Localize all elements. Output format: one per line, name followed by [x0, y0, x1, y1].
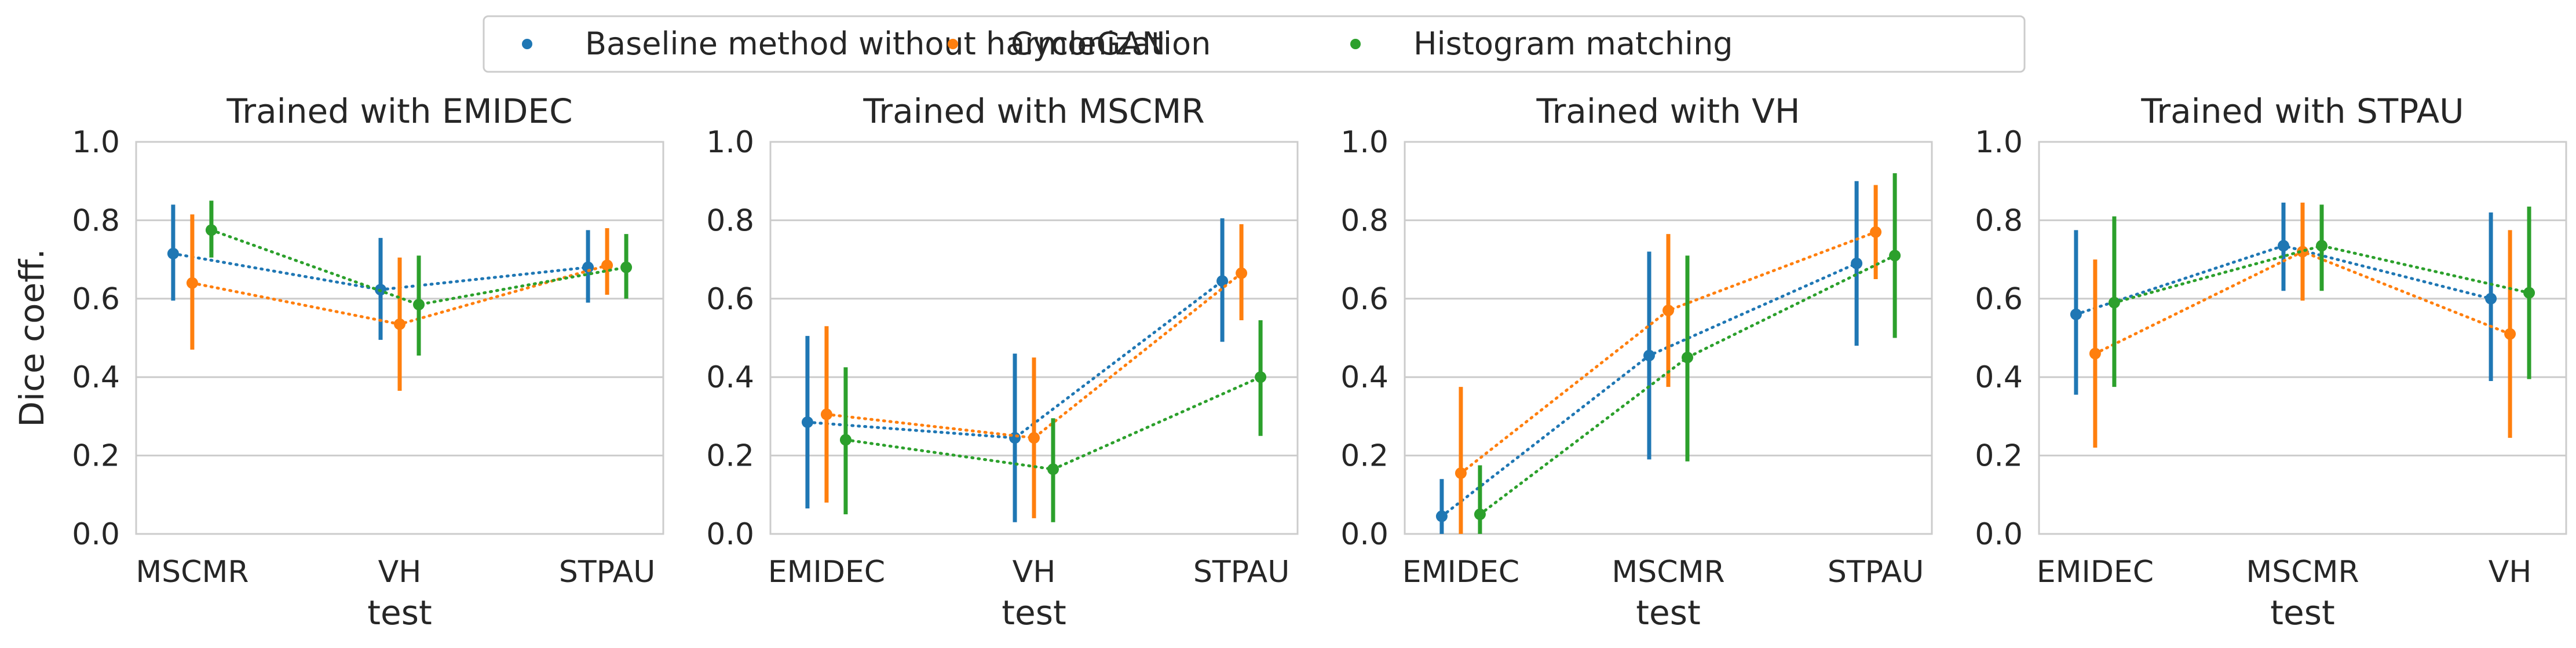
data-point	[1236, 267, 1248, 279]
data-point	[413, 298, 425, 310]
x-tick-label: MSCMR	[1612, 555, 1724, 590]
data-point	[1870, 226, 1882, 238]
data-point	[1474, 508, 1486, 521]
data-point	[2485, 292, 2497, 305]
legend-marker	[522, 39, 532, 49]
x-tick-label: MSCMR	[2246, 555, 2359, 590]
y-tick-label: 0.6	[72, 282, 120, 317]
y-tick-label: 1.0	[1975, 125, 2023, 160]
x-axis-label: test	[2270, 593, 2334, 632]
data-point	[1643, 349, 1655, 361]
y-tick-label: 0.2	[1340, 439, 1389, 474]
x-tick-label: VH	[2489, 555, 2532, 590]
x-axis-label: test	[367, 593, 432, 632]
plot-frame	[1404, 141, 1933, 535]
panel-title: Trained with VH	[1536, 91, 1800, 131]
legend: Baseline method without harmonizationCyc…	[483, 15, 2026, 73]
series-line	[806, 279, 1224, 440]
y-tick-label: 1.0	[706, 125, 754, 160]
legend-frame	[483, 15, 2026, 73]
legend-label: Baseline method without harmonization	[585, 25, 1211, 62]
y-tick-label: 0.2	[72, 439, 120, 474]
data-point	[2089, 347, 2101, 360]
y-tick-label: 0.8	[706, 203, 754, 238]
data-point	[1255, 371, 1267, 383]
x-tick-label: MSCMR	[136, 555, 249, 590]
series-line	[825, 272, 1243, 440]
x-tick-label: EMIDEC	[1402, 555, 1519, 590]
legend-marker	[948, 39, 958, 49]
data-point	[1435, 510, 1448, 522]
y-tick-label: 1.0	[1340, 125, 1389, 160]
x-tick-label: VH	[1013, 555, 1056, 590]
x-tick-label: EMIDEC	[768, 555, 885, 590]
data-point	[1682, 352, 1693, 364]
y-tick-label: 0.0	[1340, 517, 1389, 552]
x-tick-label: STPAU	[1828, 555, 1924, 590]
y-tick-label: 0.6	[1975, 282, 2023, 317]
data-point	[2504, 328, 2516, 340]
data-point	[2108, 296, 2120, 309]
data-point	[601, 259, 613, 272]
panel-2: 0.0 0.2 0.4 0.6 0.8 1.0 Trained with MSCMR EMID…	[706, 91, 1299, 632]
y-tick-label: 1.0	[72, 125, 120, 160]
x-tick-label: STPAU	[559, 555, 655, 590]
y-tick-label: 0.6	[1340, 282, 1389, 317]
data-point	[1028, 432, 1040, 444]
y-tick-label: 0.8	[72, 203, 120, 238]
legend-label: Histogram matching	[1413, 25, 1733, 62]
legend-label: CycleGAN	[1011, 25, 1165, 62]
data-point	[1889, 250, 1901, 262]
plot-frame	[2038, 141, 2567, 535]
legend-marker	[1350, 39, 1361, 49]
x-tick-label: EMIDEC	[2037, 555, 2154, 590]
data-point	[1216, 275, 1229, 287]
y-tick-label: 0.4	[1340, 360, 1389, 395]
panel-title: Trained with MSCMR	[863, 91, 1204, 131]
y-axis-label: Dice coeff.	[12, 248, 52, 427]
data-point	[2070, 308, 2082, 320]
y-tick-label: 0.4	[706, 360, 754, 395]
data-point	[2523, 287, 2535, 299]
data-point	[167, 247, 179, 259]
data-point	[186, 277, 198, 289]
data-point	[1047, 463, 1059, 475]
series-line	[2113, 244, 2531, 305]
plot-frame	[769, 141, 1299, 535]
panel-title: Trained with EMIDEC	[226, 91, 572, 131]
y-tick-label: 0.2	[1975, 439, 2023, 474]
data-point	[1455, 467, 1467, 479]
panel-title: Trained with STPAU	[2140, 91, 2464, 131]
x-axis-label: test	[1002, 593, 1066, 632]
panel-4: 0.0 0.2 0.4 0.6 0.8 1.0 Trained with STPAU EMID…	[1975, 91, 2567, 632]
y-tick-label: 0.8	[1975, 203, 2023, 238]
data-point	[820, 408, 832, 420]
panel-1: 0.0 0.2 0.4 0.6 0.8 1.0 Trained with EMIDEC MSC…	[72, 91, 664, 632]
data-point	[2316, 240, 2327, 252]
y-tick-label: 0.0	[1975, 517, 2023, 552]
y-tick-label: 0.4	[1975, 360, 2023, 395]
data-point	[205, 224, 217, 236]
data-point	[839, 434, 852, 446]
panel-3: 0.0 0.2 0.4 0.6 0.8 1.0 Trained with VH EMIDEC M…	[1340, 91, 1933, 632]
x-axis-label: test	[1636, 593, 1700, 632]
data-point	[620, 261, 633, 273]
plot-frame	[135, 141, 664, 535]
data-point	[801, 416, 813, 429]
y-tick-label: 0.4	[72, 360, 120, 395]
x-tick-label: STPAU	[1193, 555, 1289, 590]
y-tick-label: 0.6	[706, 282, 754, 317]
data-point	[1851, 257, 1863, 269]
y-tick-label: 0.0	[706, 517, 754, 552]
data-point	[2278, 240, 2289, 252]
x-tick-label: VH	[378, 555, 422, 590]
data-point	[394, 318, 405, 330]
y-tick-label: 0.0	[72, 517, 120, 552]
y-tick-label: 0.2	[706, 439, 754, 474]
data-point	[1662, 305, 1674, 317]
y-tick-label: 0.8	[1340, 203, 1389, 238]
